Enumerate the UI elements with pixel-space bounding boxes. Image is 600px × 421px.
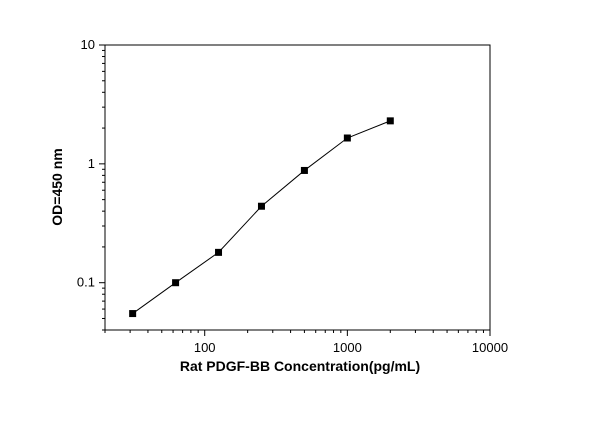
y-tick-label: 0.1 <box>77 275 95 290</box>
data-point-marker <box>300 166 308 174</box>
y-tick-label: 10 <box>81 37 95 52</box>
y-axis-label: OD=450 nm <box>49 148 65 226</box>
data-point-marker <box>129 310 137 318</box>
data-point-marker <box>172 279 180 287</box>
x-tick-label: 100 <box>194 340 216 355</box>
x-axis-label: Rat PDGF-BB Concentration(pg/mL) <box>179 358 421 374</box>
plot-frame <box>104 44 491 331</box>
data-point-marker <box>386 117 394 125</box>
series-line <box>132 120 391 314</box>
data-point-marker <box>215 248 223 256</box>
data-point-marker <box>257 202 265 210</box>
x-tick-label: 10000 <box>472 340 508 355</box>
x-tick-label: 1000 <box>333 340 362 355</box>
data-point-marker <box>343 134 351 142</box>
y-tick-label: 1 <box>88 156 95 171</box>
